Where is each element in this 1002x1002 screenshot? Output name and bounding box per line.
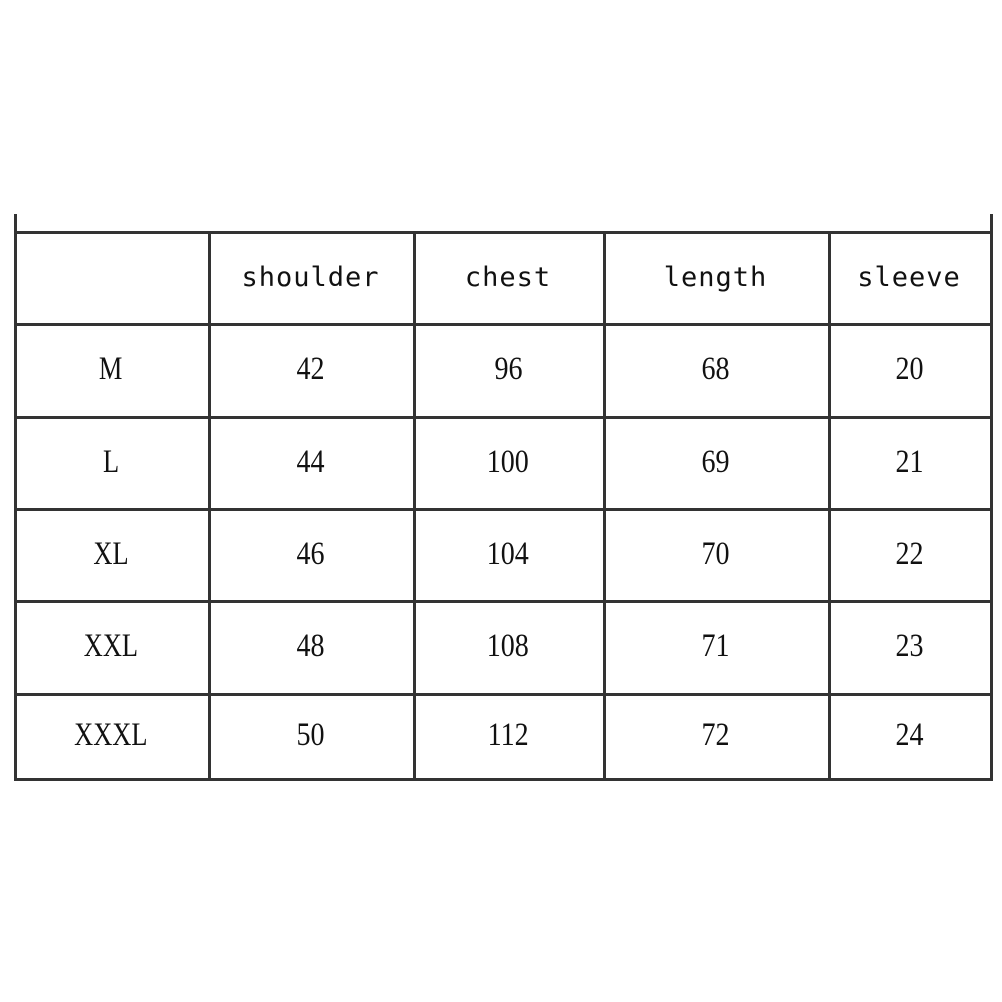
measurement-value: 20: [894, 351, 924, 387]
measurement-cell: 69: [603, 416, 828, 508]
row-divider: [14, 508, 991, 511]
measurement-value: 70: [701, 535, 730, 572]
measurement-cell: 22: [828, 508, 990, 600]
row-divider: [14, 416, 991, 419]
column-divider: [603, 231, 606, 781]
size-label-cell: L: [14, 416, 208, 508]
measurement-cell: 104: [413, 508, 603, 600]
measurement-cell: 44: [208, 416, 413, 508]
measurement-cell: 72: [603, 693, 828, 778]
header-label: length: [663, 261, 768, 293]
header-cell: sleeve: [828, 231, 990, 323]
row-divider: [14, 600, 991, 603]
column-divider: [208, 231, 211, 781]
measurement-cell: 112: [413, 693, 603, 778]
size-label: M: [99, 351, 123, 387]
measurement-value: 100: [486, 443, 530, 480]
measurement-cell: 46: [208, 508, 413, 600]
header-cell: [14, 231, 208, 323]
size-label-cell: XL: [14, 508, 208, 600]
measurement-value: 112: [487, 717, 529, 753]
measurement-cell: 70: [603, 508, 828, 600]
size-label-cell: XXL: [14, 600, 208, 693]
measurement-cell: 48: [208, 600, 413, 693]
measurement-value: 46: [296, 535, 325, 572]
measurement-value: 21: [894, 443, 924, 480]
measurement-value: 50: [296, 717, 325, 753]
measurement-cell: 50: [208, 693, 413, 778]
row-divider: [14, 693, 991, 696]
measurement-cell: 68: [603, 323, 828, 416]
measurement-value: 42: [296, 351, 325, 387]
measurement-cell: 21: [828, 416, 990, 508]
measurement-value: 23: [894, 628, 924, 664]
header-cell: length: [603, 231, 828, 323]
measurement-cell: 96: [413, 323, 603, 416]
header-label: sleeve: [857, 261, 961, 293]
measurement-value: 108: [486, 628, 530, 664]
measurement-cell: 24: [828, 693, 990, 778]
row-divider: [14, 778, 991, 781]
size-label: XXXL: [74, 717, 148, 753]
header-cell: shoulder: [208, 231, 413, 323]
column-divider: [990, 214, 993, 781]
measurement-cell: 42: [208, 323, 413, 416]
measurement-cell: 71: [603, 600, 828, 693]
size-label: L: [102, 443, 120, 480]
column-divider: [14, 214, 17, 781]
measurement-value: 48: [296, 628, 325, 664]
size-label: XL: [93, 535, 129, 572]
header-label: shoulder: [241, 261, 380, 293]
measurement-cell: 100: [413, 416, 603, 508]
size-label: XXL: [83, 628, 139, 664]
header-cell: chest: [413, 231, 603, 323]
measurement-cell: 108: [413, 600, 603, 693]
column-divider: [413, 231, 416, 781]
measurement-value: 22: [894, 535, 924, 572]
measurement-cell: 20: [828, 323, 990, 416]
column-divider: [828, 231, 831, 781]
measurement-value: 71: [701, 628, 730, 664]
size-label-cell: XXXL: [14, 693, 208, 778]
measurement-value: 44: [296, 443, 325, 480]
header-label: chest: [464, 261, 552, 293]
measurement-value: 24: [894, 717, 924, 753]
size-label-cell: M: [14, 323, 208, 416]
measurement-value: 96: [493, 351, 523, 387]
measurement-value: 68: [701, 351, 730, 387]
measurement-cell: 23: [828, 600, 990, 693]
row-divider: [14, 231, 991, 234]
measurement-value: 72: [701, 717, 730, 753]
measurement-value: 104: [486, 535, 530, 572]
measurement-value: 69: [701, 443, 730, 480]
row-divider: [14, 323, 991, 326]
